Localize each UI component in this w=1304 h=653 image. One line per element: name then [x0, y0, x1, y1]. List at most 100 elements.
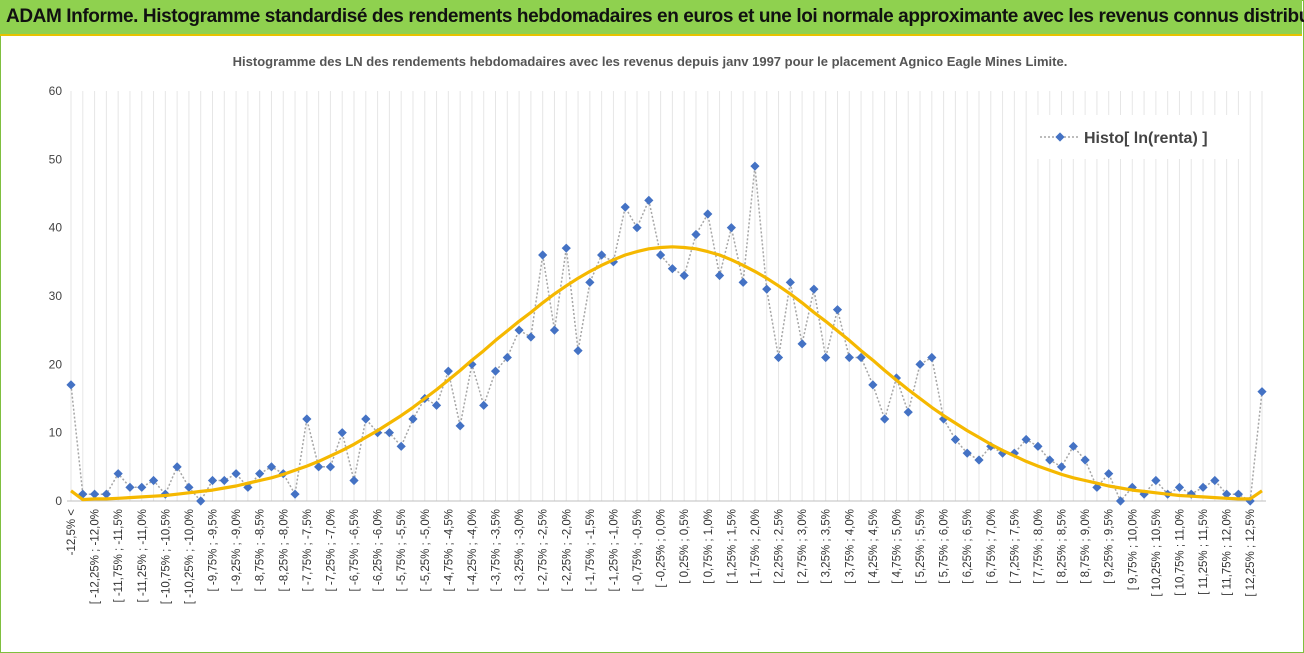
x-tick-label: [ -9,75% ; -9,5%	[208, 509, 220, 591]
point	[1174, 482, 1185, 492]
x-tick-label: [ -1,75% ; -1,5%	[585, 509, 597, 591]
x-tick-label: [ 0,25% ; 0,5%	[679, 509, 691, 584]
point	[1092, 482, 1102, 492]
point	[597, 250, 607, 260]
x-tick-label: [ 2,25% ; 2,5%	[774, 509, 786, 584]
point	[785, 277, 795, 287]
x-tick-label: -12,5% <	[66, 509, 78, 556]
x-tick-label: [ 8,25% ; 8,5%	[1057, 509, 1069, 584]
y-tick-label: 40	[49, 221, 63, 235]
x-tick-label: [ -4,25% ; -4,0%	[467, 509, 479, 591]
point	[773, 352, 784, 363]
x-tick-label: [ -6,25% ; -6,0%	[373, 509, 385, 591]
point	[644, 195, 654, 205]
point	[1080, 455, 1090, 465]
x-tick-label: [ -1,25% ; -1,0%	[608, 509, 620, 591]
point	[691, 229, 701, 240]
histo-line	[70, 165, 1263, 502]
x-tick-label: [ 6,75% ; 7,0%	[986, 509, 998, 584]
x-tick-label: [ -5,25% ; -5,0%	[420, 509, 432, 591]
x-tick-label: [ 7,25% ; 7,5%	[1009, 509, 1021, 584]
point	[821, 352, 831, 363]
point	[738, 277, 748, 287]
point	[585, 277, 595, 287]
point	[950, 434, 961, 445]
point	[844, 352, 854, 363]
point	[243, 482, 253, 492]
point	[1127, 482, 1137, 492]
point	[526, 332, 536, 342]
point	[915, 359, 925, 369]
point	[396, 441, 406, 451]
point	[974, 455, 984, 465]
point	[290, 489, 300, 499]
legend-marker	[1055, 132, 1065, 142]
legend-label: Histo[ ln(renta) ]	[1084, 130, 1208, 147]
point	[78, 489, 88, 499]
point	[573, 346, 583, 356]
point	[255, 469, 265, 479]
point	[361, 414, 371, 424]
point	[455, 421, 465, 431]
y-tick-label: 10	[49, 426, 63, 440]
point	[1068, 441, 1078, 451]
y-tick-label: 60	[49, 84, 63, 98]
x-tick-label: [ 4,25% ; 4,5%	[868, 509, 880, 584]
x-tick-label: [ -0,25% ; 0,0%	[656, 509, 668, 588]
point	[832, 305, 843, 315]
normal-curve	[70, 245, 1263, 502]
x-tick-label: [ 5,75% ; 6,0%	[939, 509, 951, 584]
point	[1233, 489, 1244, 499]
point	[467, 359, 477, 369]
point	[856, 352, 866, 363]
point	[962, 448, 972, 458]
header-title: ADAM Informe. Histogramme standardisé de…	[6, 6, 1304, 27]
point	[714, 270, 725, 281]
x-tick-label: [ 6,25% ; 6,5%	[962, 509, 974, 584]
x-tick-label: [ 1,25% ; 1,5%	[726, 509, 738, 584]
x-tick-label: [ 10,25% ; 10,5%	[1151, 509, 1163, 597]
point	[703, 209, 713, 219]
x-tick-label: [ -7,75% ; -7,5%	[302, 509, 314, 591]
point	[1009, 448, 1019, 458]
x-tick-label: [ 3,25% ; 3,5%	[821, 509, 833, 584]
x-tick-label: [ -2,25% ; -2,0%	[561, 509, 573, 591]
point	[502, 352, 512, 363]
point	[408, 414, 418, 424]
point	[809, 284, 819, 294]
point	[349, 475, 359, 486]
point	[1045, 455, 1055, 465]
point	[337, 428, 347, 438]
point	[325, 462, 336, 472]
legend-box	[1035, 115, 1247, 159]
x-tick-label: [ -8,25% ; -8,0%	[278, 509, 290, 591]
point	[89, 489, 100, 499]
point	[1021, 434, 1031, 445]
chart-title: Histogramme des LN des rendements hebdom…	[233, 54, 1068, 69]
point	[1115, 496, 1126, 506]
point	[1056, 462, 1067, 472]
point	[1033, 441, 1043, 451]
x-tick-label: [ -3,25% ; -3,0%	[514, 509, 526, 591]
point	[1257, 387, 1267, 397]
x-tick-label: [ 5,25% ; 5,5%	[915, 509, 927, 584]
point	[384, 428, 394, 438]
point	[514, 325, 524, 335]
point	[148, 475, 159, 486]
x-tick-label: [ 0,75% ; 1,0%	[703, 509, 715, 584]
x-tick-label: [ -8,75% ; -8,5%	[255, 509, 267, 591]
point	[443, 366, 453, 376]
point	[1186, 489, 1196, 499]
point	[1104, 469, 1114, 479]
point	[750, 161, 760, 171]
x-tick-label: [ 3,75% ; 4,0%	[844, 509, 856, 584]
x-tick-label: [ -10,25% ; -10,0%	[184, 509, 196, 604]
point	[656, 250, 666, 260]
point	[266, 462, 277, 472]
x-tick-label: [ -5,75% ; -5,5%	[396, 509, 408, 591]
x-tick-label: [ 9,25% ; 9,5%	[1104, 509, 1116, 584]
point	[137, 482, 147, 492]
point	[880, 414, 890, 424]
x-tick-label: [ 9,75% ; 10,0%	[1127, 509, 1139, 590]
point	[66, 380, 76, 390]
